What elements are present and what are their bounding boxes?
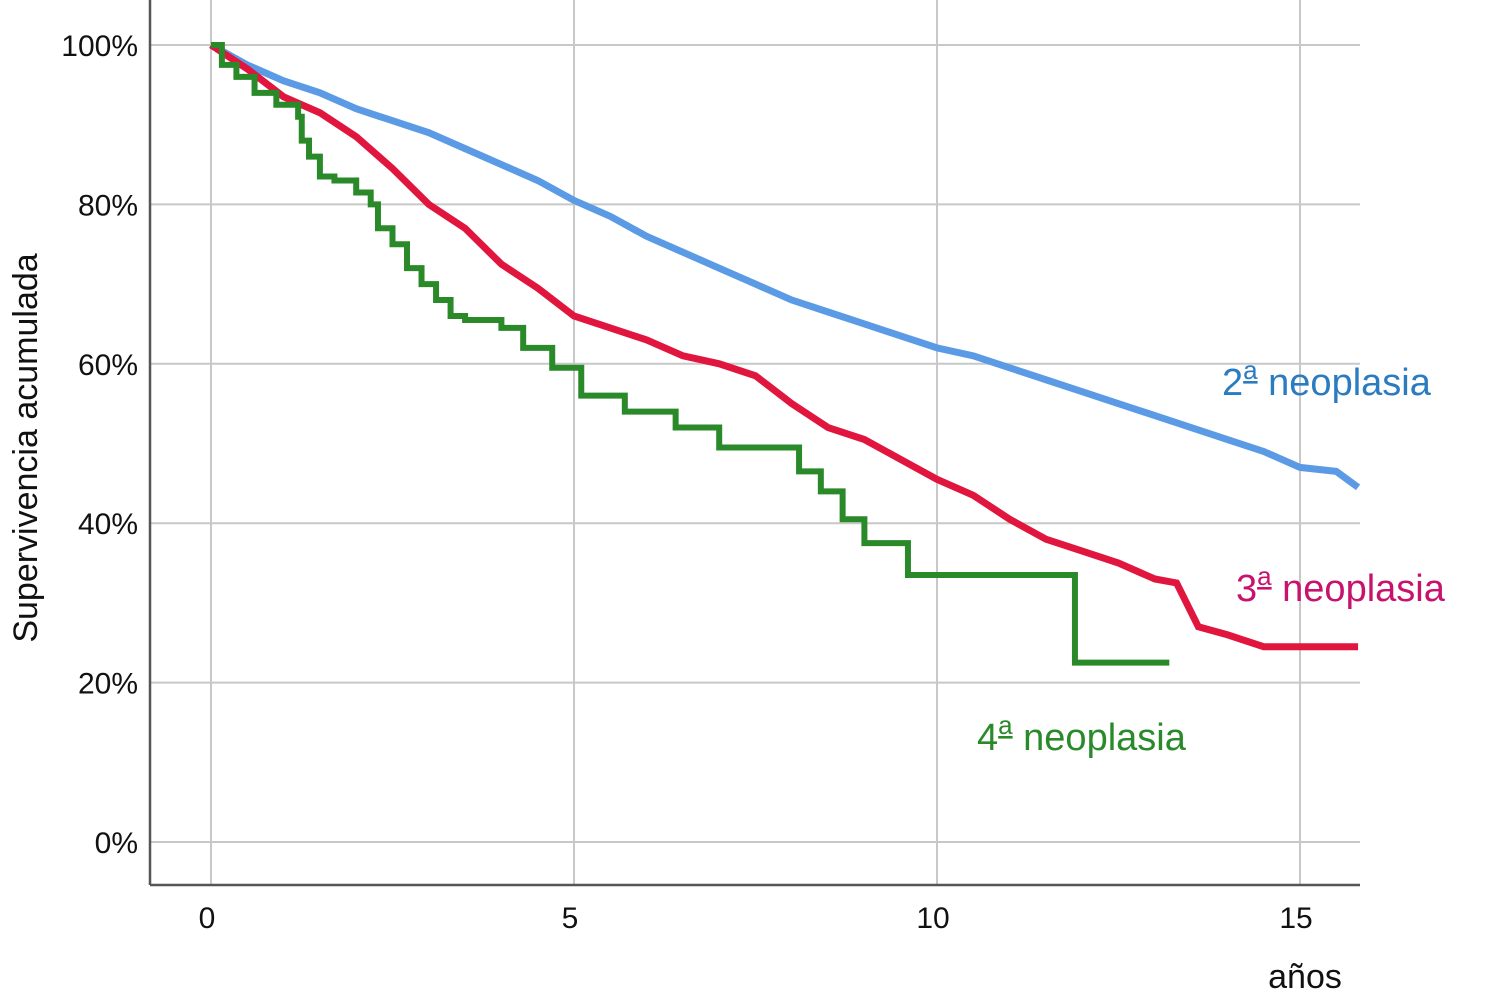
series-label-4: 4a neoplasia <box>977 710 1187 759</box>
x-tick-label: 0 <box>199 902 216 935</box>
series-label-3: 3a neoplasia <box>1236 561 1446 610</box>
y-axis-title: Supervivencia acumulada <box>7 253 45 642</box>
tick-labels: 0% 20% 40% 60% 80% 100% 0 5 10 15 <box>61 30 1312 935</box>
y-tick-label: 0% <box>95 827 138 860</box>
y-tick-label: 80% <box>78 189 138 222</box>
series-label-2: 2a neoplasia <box>1222 355 1432 404</box>
series-line-3 <box>209 42 1359 651</box>
x-axis-title: años <box>1268 958 1342 996</box>
x-tick-label: 15 <box>1279 902 1312 935</box>
series-line-2 <box>209 41 1361 491</box>
y-tick-label: 60% <box>78 349 138 382</box>
x-tick-label: 5 <box>562 902 579 935</box>
series-line-4 <box>211 42 1170 666</box>
y-tick-label: 40% <box>78 508 138 541</box>
series-labels: 2a neoplasia 3a neoplasia 4a neoplasia <box>977 355 1446 759</box>
series-lines <box>209 41 1361 666</box>
grid-lines <box>150 0 1360 885</box>
axes <box>148 0 1360 887</box>
y-tick-label: 20% <box>78 668 138 701</box>
y-tick-label: 100% <box>61 30 138 63</box>
x-tick-label: 10 <box>916 902 949 935</box>
